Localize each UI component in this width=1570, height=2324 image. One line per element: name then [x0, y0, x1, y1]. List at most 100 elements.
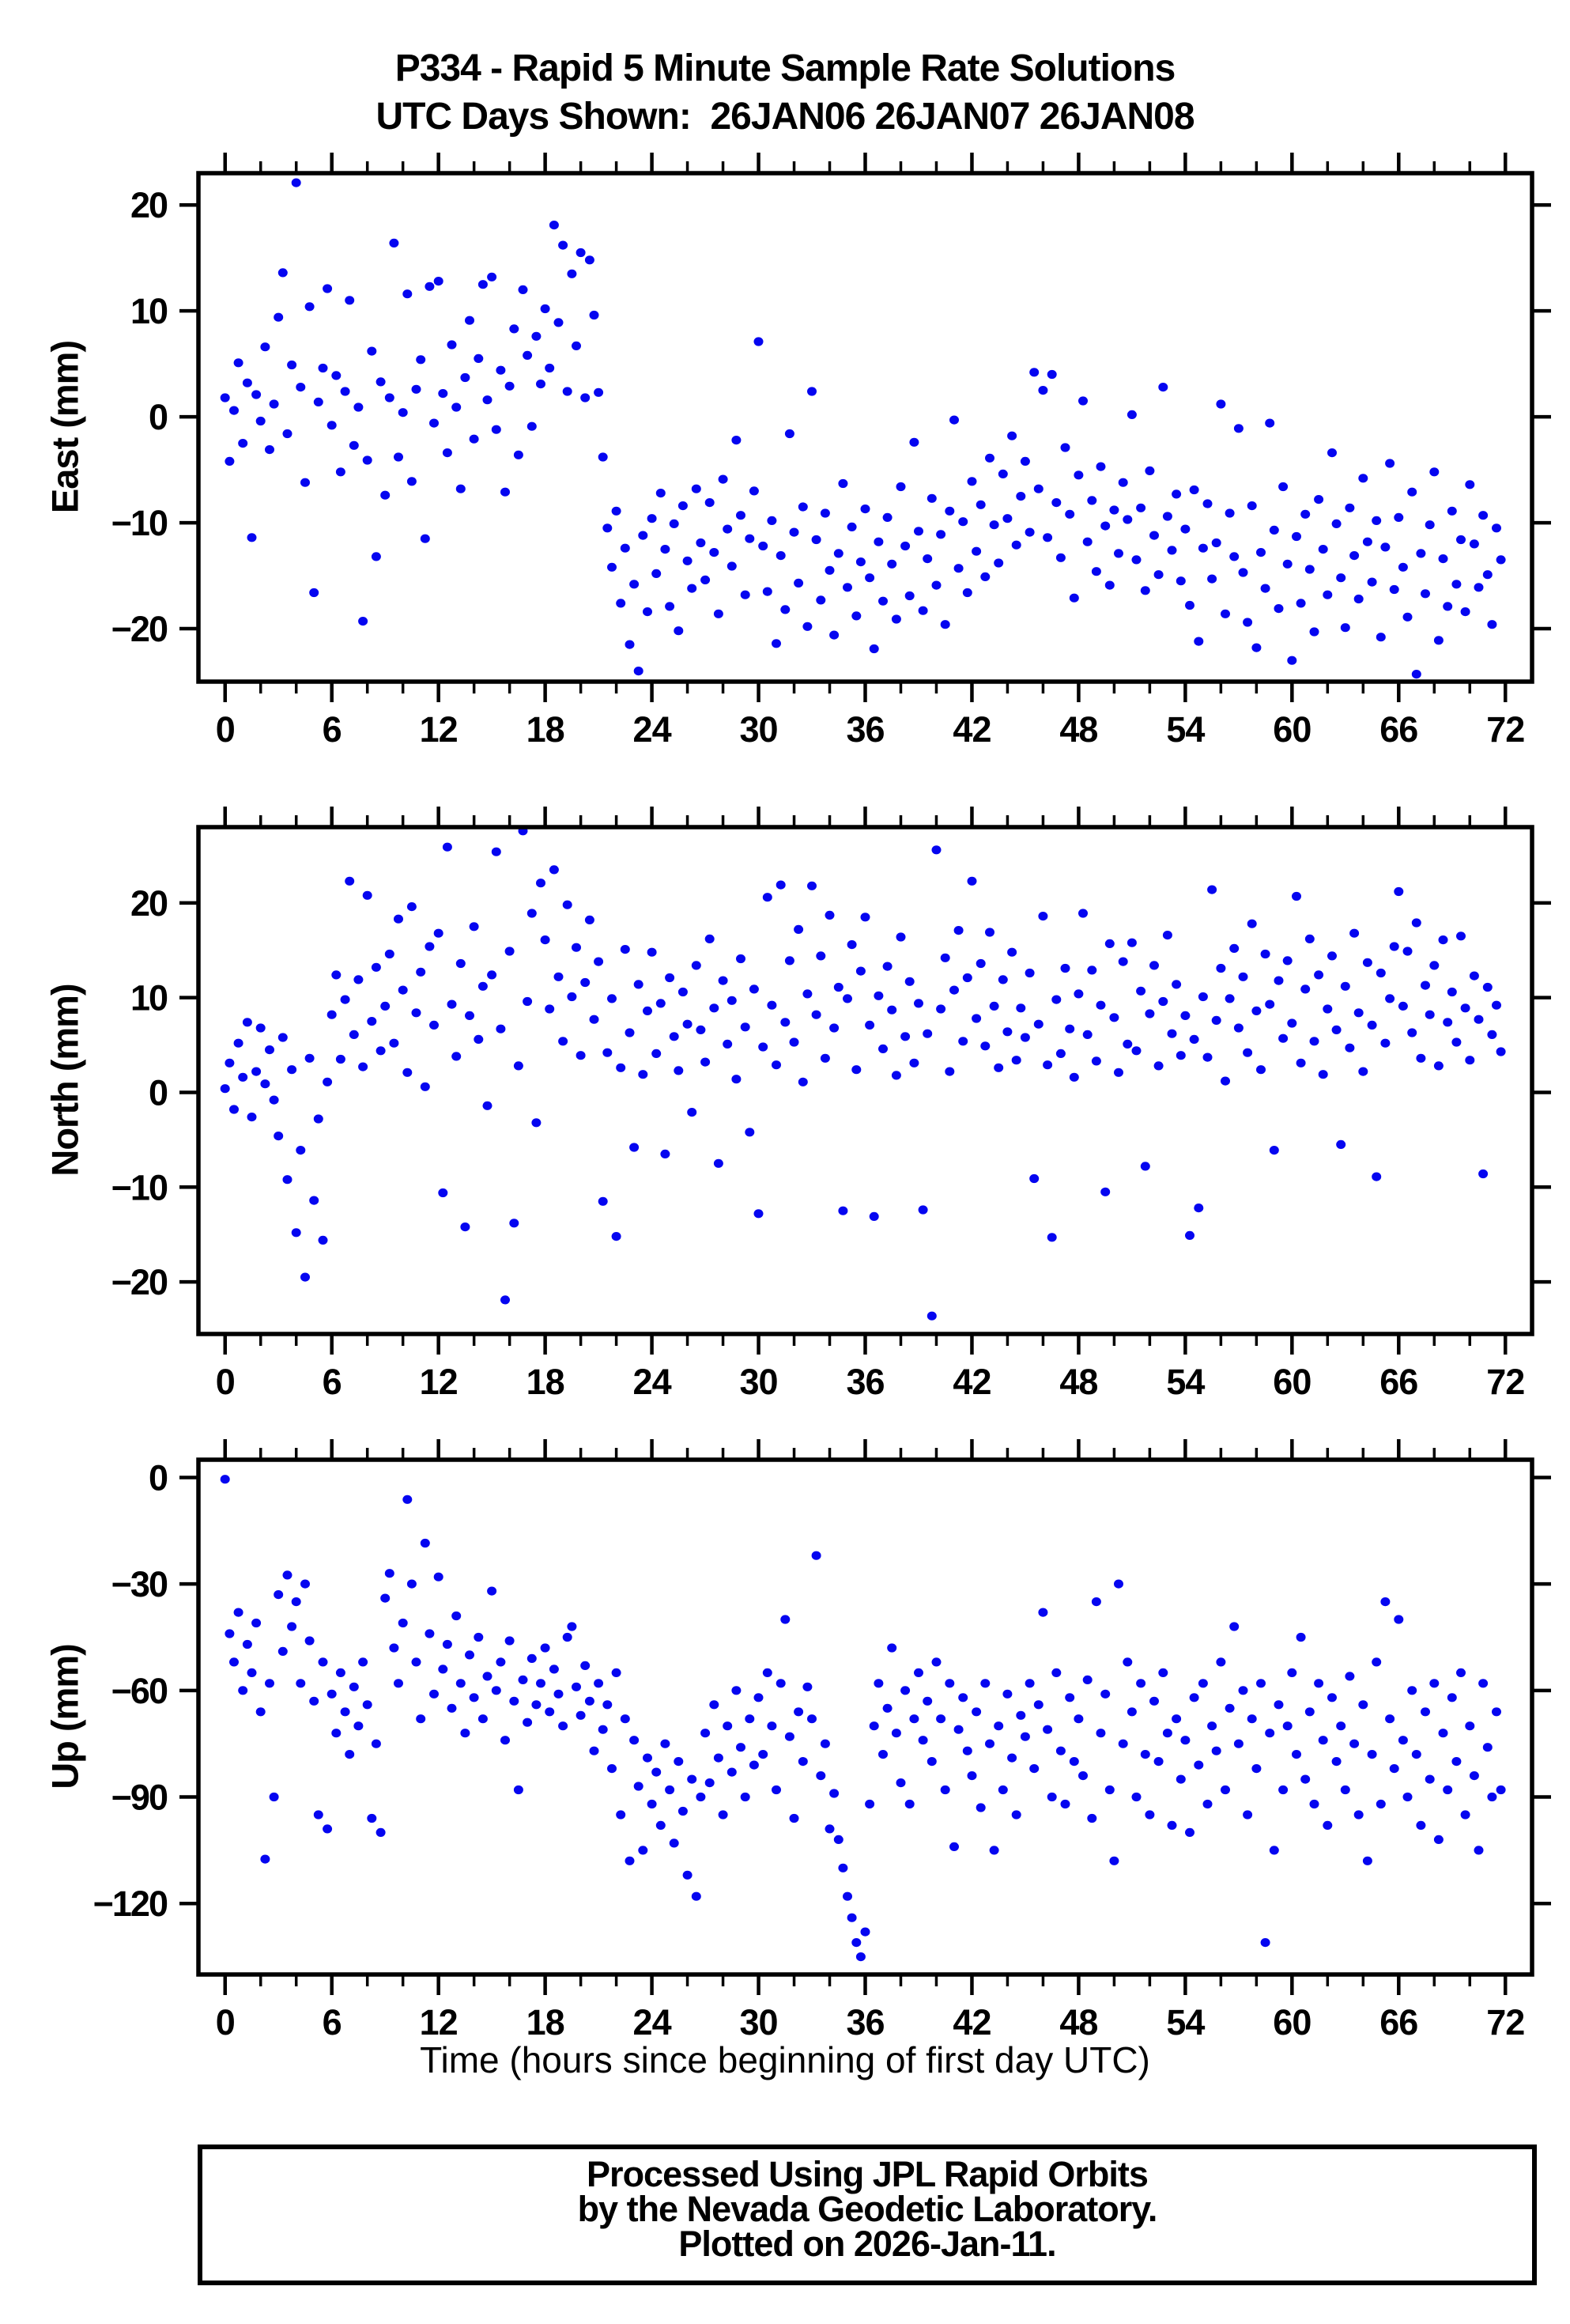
data-point — [998, 469, 1008, 479]
data-point — [296, 383, 306, 392]
data-point — [1487, 620, 1497, 629]
data-point — [825, 565, 835, 575]
data-point — [438, 1188, 448, 1198]
data-point — [677, 1806, 688, 1816]
data-point — [282, 1570, 292, 1580]
data-point — [794, 1707, 804, 1717]
x-tick-label: 48 — [1059, 1362, 1097, 1402]
data-point — [1055, 553, 1066, 562]
data-point — [927, 1311, 937, 1321]
data-point — [607, 994, 617, 1003]
data-point — [709, 1003, 719, 1013]
data-point — [251, 1618, 262, 1628]
data-point — [1265, 1729, 1275, 1738]
data-point — [1158, 383, 1168, 392]
data-point — [1460, 607, 1470, 617]
data-point — [789, 1813, 799, 1823]
data-point — [247, 533, 257, 542]
data-point — [1269, 1846, 1279, 1855]
y-tick-label: 0 — [149, 1457, 168, 1498]
data-point — [1292, 531, 1301, 542]
data-point — [794, 578, 804, 588]
data-point — [500, 1295, 510, 1305]
data-point — [1149, 1696, 1159, 1706]
y-tick-label: 20 — [130, 185, 168, 225]
data-point — [976, 500, 986, 509]
data-point — [233, 1038, 243, 1048]
data-point — [1189, 1034, 1199, 1044]
data-point — [655, 1820, 666, 1830]
data-point — [1100, 1689, 1111, 1699]
data-point — [580, 977, 591, 988]
data-point — [638, 1846, 648, 1855]
data-point — [1394, 886, 1404, 897]
data-point — [687, 1108, 697, 1117]
data-point — [865, 1799, 875, 1809]
data-point — [433, 1572, 443, 1581]
data-point — [526, 421, 537, 431]
data-point — [1425, 520, 1435, 530]
data-point — [389, 238, 399, 248]
data-point — [851, 1938, 862, 1948]
data-point — [1367, 1020, 1377, 1030]
data-point — [1043, 533, 1053, 542]
data-point — [669, 519, 679, 529]
data-point — [238, 1686, 248, 1695]
data-point — [1229, 943, 1240, 953]
data-point — [994, 558, 1004, 568]
data-point — [602, 1048, 613, 1057]
data-point — [723, 1039, 733, 1049]
data-point — [704, 934, 715, 943]
data-point — [687, 1774, 697, 1784]
data-point — [469, 1693, 479, 1702]
data-point — [945, 1679, 955, 1688]
data-point — [580, 1661, 591, 1670]
data-point — [558, 1721, 568, 1731]
y-tick-label: −90 — [111, 1778, 168, 1818]
data-point — [611, 1668, 621, 1677]
data-point — [629, 580, 640, 589]
data-point — [700, 1729, 711, 1738]
data-point — [687, 584, 697, 593]
data-point — [1243, 1048, 1253, 1057]
data-point — [429, 1020, 439, 1030]
data-point — [451, 1052, 462, 1061]
data-point — [1221, 1785, 1230, 1795]
data-point — [958, 517, 968, 527]
data-point — [776, 551, 786, 561]
data-point — [576, 1710, 586, 1720]
data-point — [647, 514, 657, 523]
data-point — [1443, 602, 1453, 611]
data-point — [855, 966, 866, 976]
data-point — [1394, 512, 1404, 523]
data-point — [1016, 492, 1026, 501]
data-point — [1402, 1792, 1413, 1802]
data-point — [1176, 1051, 1186, 1060]
data-point — [429, 1689, 439, 1699]
data-point — [247, 1113, 257, 1122]
data-point — [1260, 1938, 1270, 1948]
data-point — [865, 573, 875, 583]
east-axis-title: East (mm) — [43, 340, 86, 514]
data-point — [233, 358, 243, 368]
data-point — [371, 552, 381, 561]
data-point — [229, 1657, 239, 1667]
data-point — [931, 845, 942, 855]
data-point — [469, 434, 479, 444]
data-point — [509, 324, 519, 334]
data-point — [1185, 1827, 1194, 1837]
data-point — [602, 523, 613, 533]
y-tick-label: −10 — [111, 1167, 168, 1207]
data-point — [277, 268, 288, 278]
data-point — [406, 1579, 417, 1589]
data-point — [914, 1668, 923, 1677]
data-point — [1372, 1172, 1382, 1181]
data-point — [255, 1707, 266, 1717]
data-point — [798, 1757, 808, 1767]
data-point — [225, 456, 235, 467]
data-point — [1158, 1668, 1168, 1677]
data-point — [1300, 509, 1311, 519]
data-point — [638, 531, 648, 540]
data-point — [904, 977, 915, 986]
